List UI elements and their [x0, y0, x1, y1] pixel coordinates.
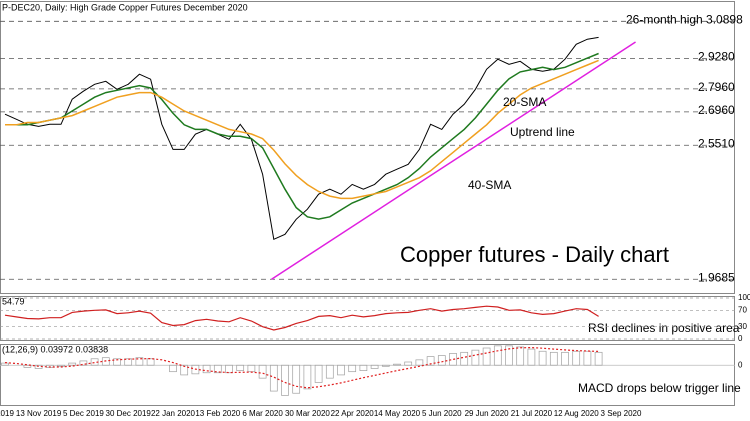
bar: [516, 346, 525, 366]
bar: [404, 361, 413, 366]
bar: [1, 362, 9, 366]
x-tick-label: 6 Mar 2020: [242, 409, 283, 418]
series-label: 20-SMA: [503, 95, 546, 109]
bar: [549, 351, 558, 366]
annotation: MACD drops below trigger line: [578, 381, 741, 395]
series-label: 40-SMA: [468, 178, 511, 192]
y-tick-label: 70: [738, 305, 747, 314]
price-panel: [0, 1, 735, 294]
bar: [538, 350, 547, 366]
bar: [281, 364, 289, 396]
bar: [337, 364, 345, 376]
x-tick-label: 21 Jul 2020: [511, 409, 553, 418]
bar: [449, 353, 457, 366]
bar: [113, 358, 121, 366]
rsi-panel: [0, 296, 735, 341]
annotation: RSI declines in positive area: [588, 321, 740, 335]
y-tick-label: 100: [738, 293, 750, 302]
bar: [292, 364, 301, 394]
x-tick-label: 3 Sep 2020: [601, 409, 642, 418]
x-tick-label: 12 Aug 2020: [554, 409, 599, 418]
x-tick-label: 30 Dec 2019: [106, 409, 152, 418]
x-tick-label: 22 Jan 2020: [151, 409, 196, 418]
bar: [482, 347, 491, 366]
bar: [370, 364, 379, 369]
level-label: 2.5510: [698, 136, 735, 150]
y-tick-label: 0: [738, 334, 743, 343]
series-line: [4, 305, 599, 331]
bar: [258, 364, 267, 379]
bar: [180, 364, 189, 376]
x-tick-label: 22 Apr 2020: [331, 409, 375, 418]
bar: [381, 364, 390, 367]
bar: [493, 345, 502, 366]
x-tick-label: 14 May 2020: [374, 409, 421, 418]
bar: [426, 356, 435, 366]
bar: [225, 364, 233, 374]
y-tick-label: 30: [738, 322, 747, 331]
bar: [247, 364, 256, 373]
bar: [583, 350, 592, 366]
bar: [572, 350, 581, 366]
x-tick-label: 2019: [0, 409, 14, 418]
bar: [269, 364, 278, 392]
bar: [348, 364, 357, 373]
x-tick-label: 29 Jun 2020: [465, 409, 510, 418]
bar: [202, 364, 211, 374]
trend-label: Uptrend line: [510, 125, 575, 139]
macd-header: (12,26,9) 0.03972 0.03838: [2, 344, 108, 354]
bar: [561, 351, 569, 366]
bar: [124, 358, 133, 366]
bar: [393, 363, 401, 366]
bar: [437, 355, 446, 366]
y-tick-label: 0: [738, 360, 743, 369]
chart-title: P-DEC20, Daily: High Grade Copper Future…: [2, 2, 248, 12]
bar: [68, 362, 77, 366]
level-label: 2.7960: [698, 80, 735, 94]
bar: [359, 364, 368, 371]
bar: [213, 364, 222, 374]
bar: [505, 345, 513, 366]
level-label: 2.9280: [698, 50, 735, 64]
bar: [594, 351, 603, 366]
bar: [527, 348, 536, 366]
bar: [415, 359, 424, 366]
series-line: [4, 36, 599, 241]
bar: [146, 358, 155, 366]
rsi-value: 54.79: [2, 296, 25, 306]
bar: [169, 364, 177, 373]
bar: [314, 364, 323, 383]
bar: [79, 360, 88, 366]
series-line: [5, 59, 599, 200]
series-line: [5, 52, 599, 220]
macd-panel: [0, 344, 735, 406]
bar: [325, 364, 334, 379]
level-label: 2.6960: [698, 103, 735, 117]
series-line: [4, 346, 599, 389]
x-tick-label: 13 Feb 2020: [195, 409, 240, 418]
bar: [471, 349, 480, 366]
bar: [23, 364, 32, 368]
level-label: 1.9685: [698, 270, 735, 284]
x-tick-label: 5 Dec 2019: [63, 409, 104, 418]
x-tick-label: 5 Jun 2020: [422, 409, 462, 418]
bar: [135, 357, 144, 366]
bar: [460, 351, 469, 366]
x-tick-label: 30 Mar 2020: [285, 409, 330, 418]
bar: [303, 364, 312, 390]
x-tick-label: 13 Nov 2019: [16, 409, 62, 418]
level-label: 26-month high 3.0898: [626, 12, 743, 26]
trend-line: [271, 41, 636, 280]
bar: [236, 364, 245, 371]
bar: [57, 364, 65, 367]
annotation: Copper futures - Daily chart: [400, 242, 669, 267]
